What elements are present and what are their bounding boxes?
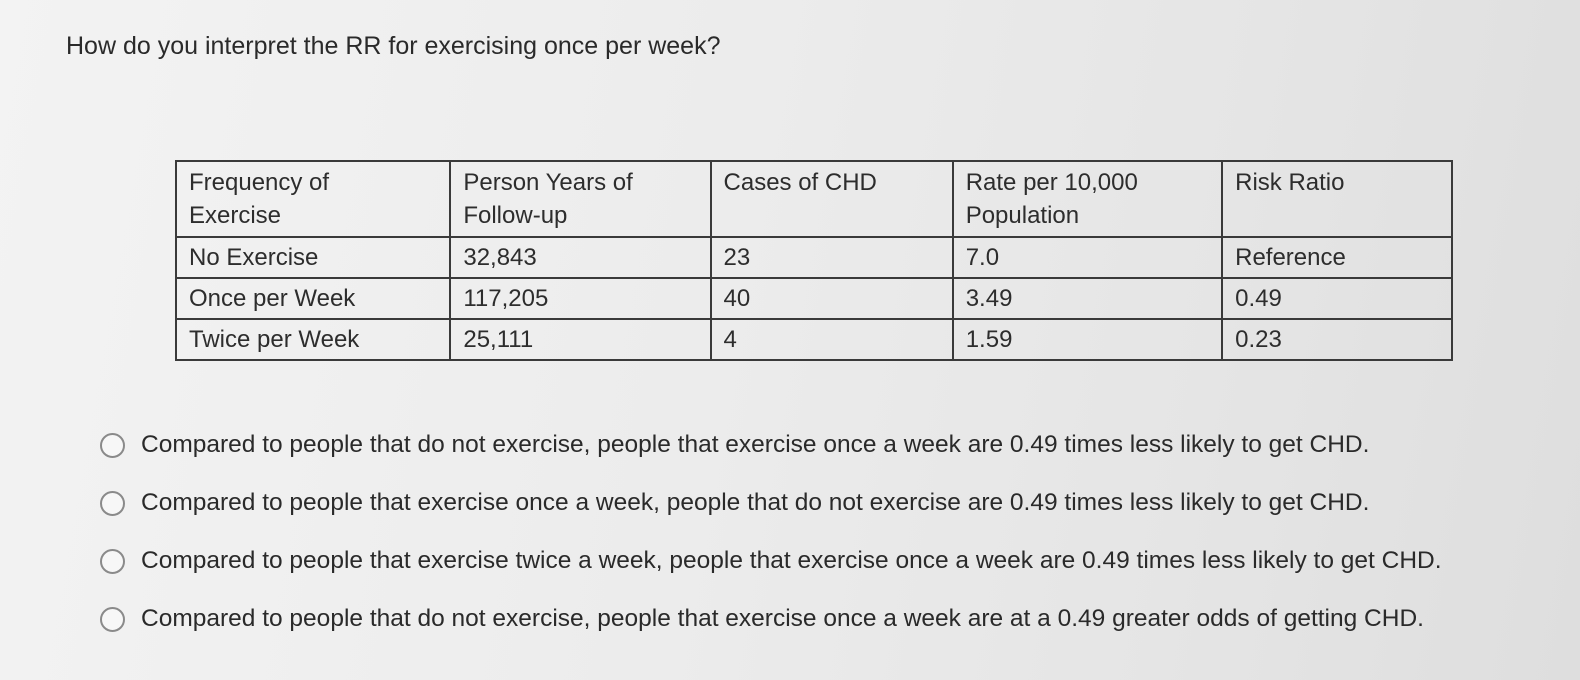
table-row: Twice per Week 25,111 4 1.59 0.23 xyxy=(174,318,1453,361)
header-line: Exercise xyxy=(189,202,282,229)
table-row: No Exercise 32,843 23 7.0 Reference xyxy=(174,236,1453,279)
table-cell: 1.59 xyxy=(951,318,1224,361)
header-line: Person Years of xyxy=(463,169,633,196)
radio-button[interactable] xyxy=(100,548,125,574)
question-text: How do you interpret the RR for exercisi… xyxy=(66,32,721,60)
answer-option-label: Compared to people that exercise once a … xyxy=(141,489,1370,516)
answer-options: Compared to people that do not exercise,… xyxy=(100,416,1442,648)
table-cell: 0.49 xyxy=(1221,277,1453,320)
table-row: Once per Week 117,205 40 3.49 0.49 xyxy=(174,277,1453,320)
table-cell: No Exercise xyxy=(174,236,452,279)
header-line: Frequency of xyxy=(189,169,330,196)
table-cell: Once per Week xyxy=(174,277,452,320)
header-line: Risk Ratio xyxy=(1235,169,1345,196)
answer-option-label: Compared to people that exercise twice a… xyxy=(141,547,1442,574)
radio-button[interactable] xyxy=(100,606,125,632)
table-cell: 4 xyxy=(709,318,954,361)
answer-option-label: Compared to people that do not exercise,… xyxy=(141,431,1370,458)
table-cell: 23 xyxy=(709,236,954,279)
header-line: Population xyxy=(965,202,1080,229)
table-cell: 0.23 xyxy=(1221,318,1453,361)
table-cell: 25,111 xyxy=(449,318,712,361)
table-header-row: Frequency of Exercise Person Years of Fo… xyxy=(174,160,1453,238)
header-line: Cases of CHD xyxy=(723,169,877,196)
header-cell: Cases of CHD xyxy=(709,160,954,238)
table-cell: 32,843 xyxy=(449,236,712,279)
answer-option-2[interactable]: Compared to people that exercise once a … xyxy=(100,474,1442,532)
radio-button[interactable] xyxy=(100,432,125,458)
answer-option-3[interactable]: Compared to people that exercise twice a… xyxy=(100,532,1442,590)
radio-button[interactable] xyxy=(100,490,125,516)
header-cell: Person Years of Follow-up xyxy=(449,160,712,238)
answer-option-label: Compared to people that do not exercise,… xyxy=(141,605,1424,632)
answer-option-4[interactable]: Compared to people that do not exercise,… xyxy=(100,590,1442,648)
table-cell: 3.49 xyxy=(951,277,1224,320)
header-cell: Risk Ratio xyxy=(1221,160,1453,238)
table-cell: 117,205 xyxy=(449,277,712,320)
header-cell: Rate per 10,000 Population xyxy=(951,160,1224,238)
header-line: Rate per 10,000 xyxy=(965,169,1138,196)
table-cell: 7.0 xyxy=(951,236,1224,279)
table-cell: Twice per Week xyxy=(174,318,452,361)
header-cell: Frequency of Exercise xyxy=(174,160,452,238)
table-cell: 40 xyxy=(709,277,954,320)
answer-option-1[interactable]: Compared to people that do not exercise,… xyxy=(100,416,1442,474)
table-cell: Reference xyxy=(1221,236,1453,279)
header-line: Follow-up xyxy=(463,202,568,229)
exercise-chd-table: Frequency of Exercise Person Years of Fo… xyxy=(174,160,1453,361)
